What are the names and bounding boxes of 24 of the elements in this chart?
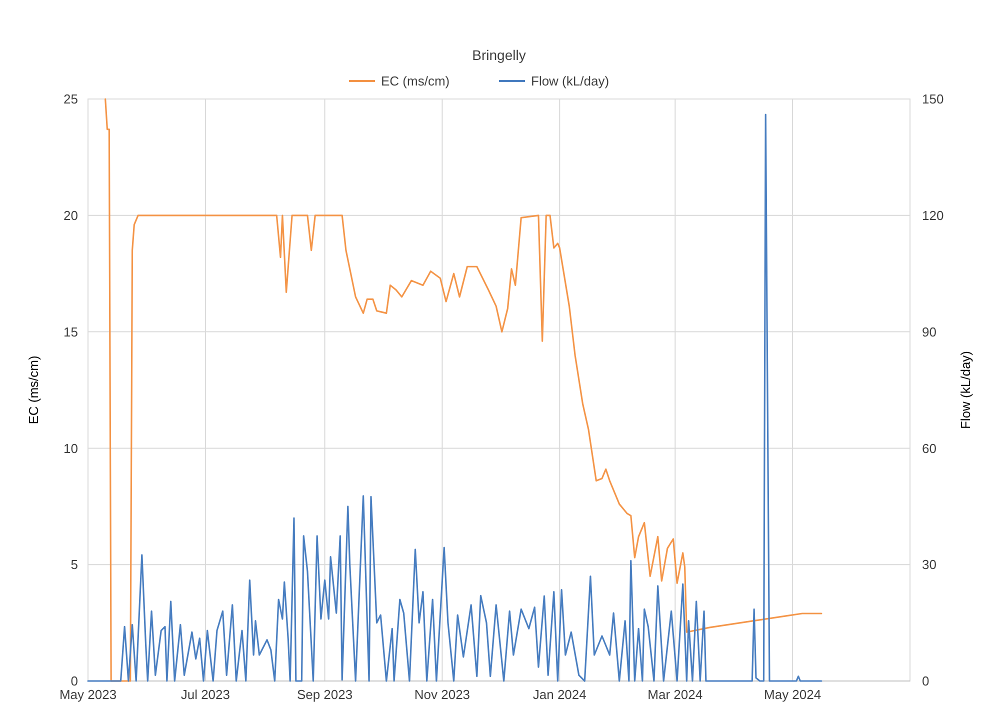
y2-axis-title: Flow (kL/day) <box>958 350 973 430</box>
y2-tick-label: 60 <box>922 440 936 456</box>
x-tick-label: Mar 2024 <box>648 687 703 702</box>
x-tick-label: Jan 2024 <box>532 687 586 702</box>
y2-tick-label: 90 <box>922 324 936 340</box>
y2-tick-label: 30 <box>922 557 936 572</box>
y-tick-label: 5 <box>70 557 78 572</box>
y-tick-label: 15 <box>64 324 78 340</box>
y2-tick-label: 120 <box>922 208 944 223</box>
y2-tick-label: 150 <box>922 92 944 107</box>
y-tick-label: 25 <box>64 92 78 107</box>
chart-title: Bringelly <box>472 47 526 63</box>
legend-label: Flow (kL/day) <box>531 74 610 89</box>
y-tick-label: 0 <box>70 674 78 689</box>
x-tick-label: May 2023 <box>59 687 117 702</box>
legend-label: EC (ms/cm) <box>381 74 450 89</box>
y-tick-label: 10 <box>64 440 78 456</box>
y2-tick-label: 0 <box>922 674 930 689</box>
x-tick-label: Jul 2023 <box>180 687 230 702</box>
x-tick-label: Sep 2023 <box>296 687 353 702</box>
y-tick-label: 20 <box>64 208 78 223</box>
x-tick-label: May 2024 <box>764 687 822 702</box>
x-tick-label: Nov 2023 <box>414 687 470 702</box>
y-axis-title: EC (ms/cm) <box>26 356 41 424</box>
